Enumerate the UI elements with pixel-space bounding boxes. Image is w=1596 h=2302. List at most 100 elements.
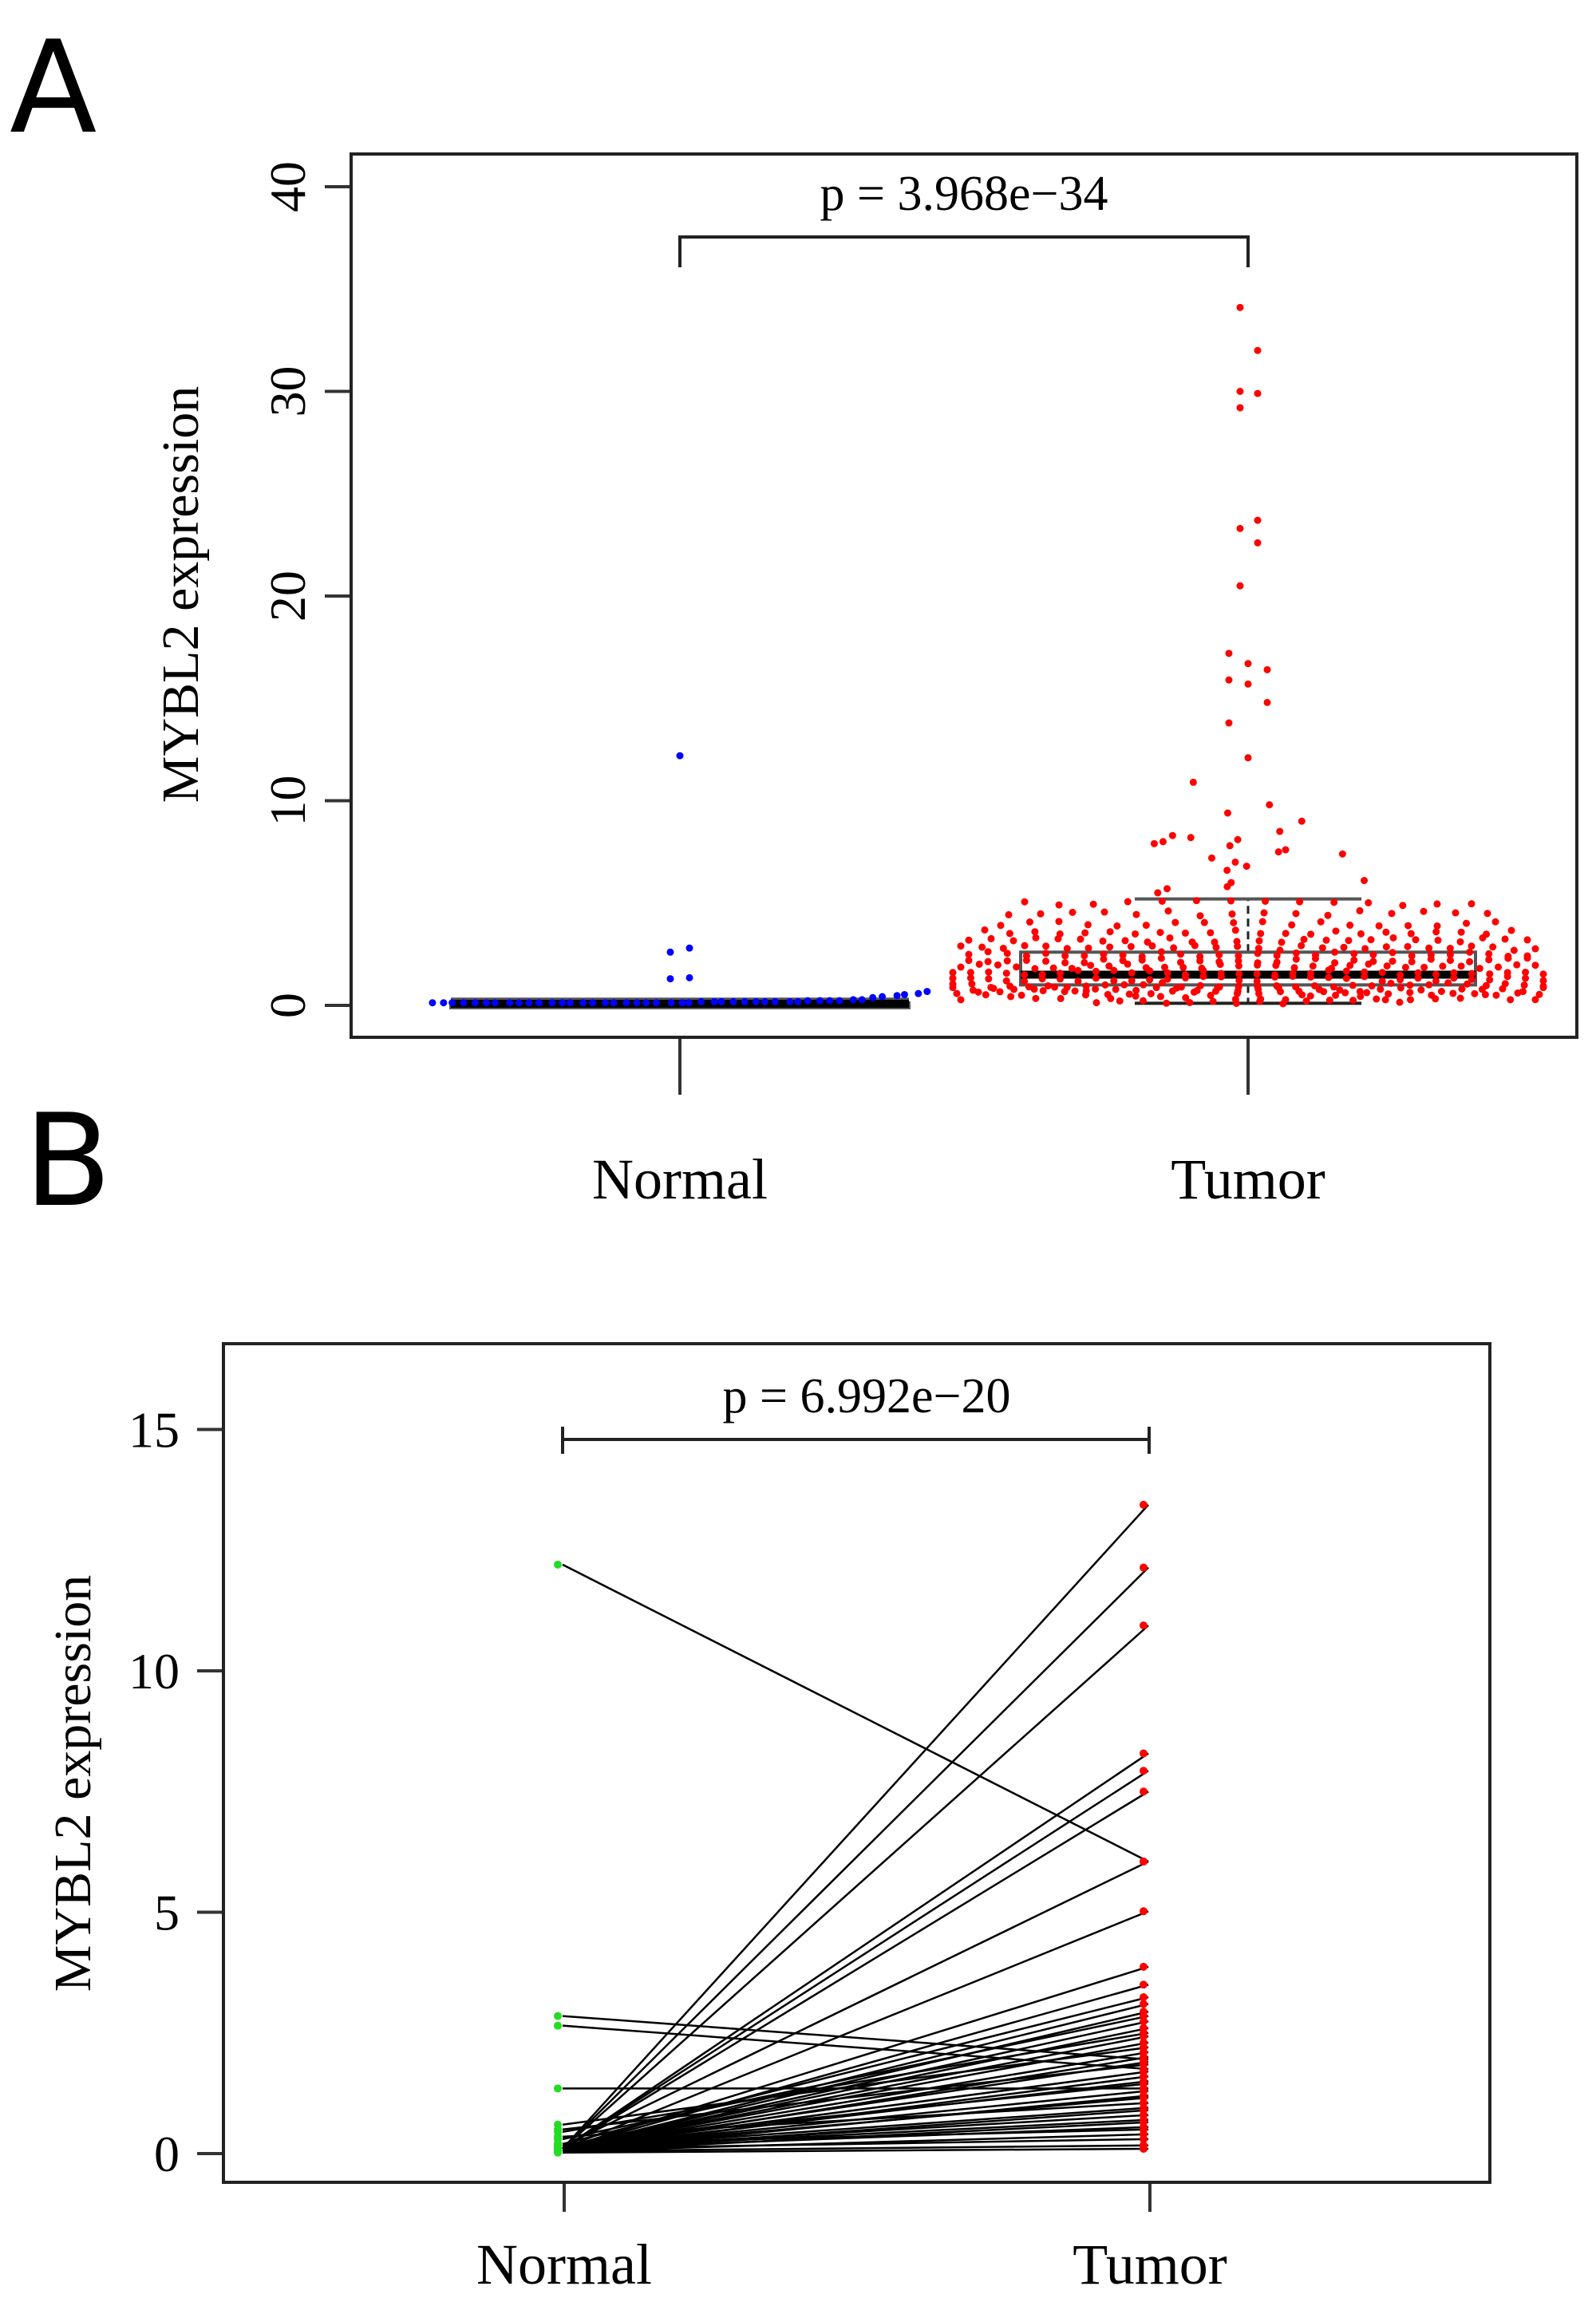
point-tumor [1378, 969, 1386, 977]
point-tumor [997, 922, 1005, 930]
point-tumor [1257, 930, 1265, 938]
point-tumor [1128, 977, 1136, 985]
point-tumor [1476, 965, 1483, 973]
point-normal [786, 997, 794, 1005]
point-tumor [1341, 989, 1349, 997]
y-tick-label-b: 15 [128, 1402, 180, 1459]
point-tumor [1464, 980, 1472, 988]
point-normal [678, 999, 686, 1007]
y-tick-label-a: 40 [259, 161, 316, 212]
panel-b: B MYBL2 expression 0 5 10 15 Normal Tumor p … [24, 1086, 1491, 2296]
point-tumor [1055, 901, 1063, 909]
point-normal [915, 989, 922, 997]
point-tumor [1486, 976, 1494, 984]
point-tumor [1127, 942, 1135, 950]
point-tumor [1514, 989, 1522, 997]
point-tumor [1132, 930, 1140, 938]
point-tumor [1329, 983, 1337, 991]
point-tumor [1407, 930, 1415, 938]
point-tumor [953, 989, 961, 997]
point-tumor [1148, 942, 1156, 950]
point-tumor [1420, 907, 1428, 915]
point-tumor-outlier [1244, 660, 1252, 668]
point-tumor-outlier [1226, 842, 1234, 850]
point-tumor [985, 968, 993, 976]
point-tumor-outlier [1361, 877, 1369, 885]
point-tumor [1298, 942, 1306, 950]
point-tumor [1077, 935, 1084, 943]
point-tumor [1235, 970, 1243, 978]
point-tumor [1365, 960, 1373, 968]
pair-line [562, 2083, 1149, 2146]
pair-line [562, 2118, 1149, 2150]
point-tumor [1408, 958, 1416, 965]
point-tumor [1030, 985, 1038, 993]
point-tumor-outlier [1244, 754, 1252, 762]
point-tumor [1522, 969, 1530, 977]
point-tumor [1404, 922, 1412, 930]
point-tumor [1042, 950, 1050, 958]
point-tumor-b [1140, 1767, 1148, 1775]
point-tumor [1495, 963, 1503, 971]
point-tumor [1466, 948, 1474, 956]
pair-line [562, 2080, 1149, 2150]
point-tumor-b [1140, 1500, 1148, 1509]
point-tumor [1444, 979, 1452, 987]
point-tumor [1504, 954, 1512, 962]
point-tumor-b [1140, 1857, 1148, 1866]
point-normal [448, 999, 456, 1007]
point-tumor [1113, 922, 1121, 930]
point-tumor [1346, 961, 1354, 969]
point-tumor [1501, 935, 1509, 943]
point-tumor [1146, 967, 1154, 975]
point-tumor-b [1140, 1563, 1148, 1572]
point-tumor [1499, 985, 1507, 993]
point-tumor [1468, 900, 1476, 908]
point-tumor [1387, 979, 1395, 987]
point-tumor [1414, 974, 1422, 982]
point-tumor [1278, 938, 1286, 946]
point-normal-outlier [685, 944, 693, 952]
point-normal-b [554, 2148, 562, 2157]
point-tumor [957, 996, 965, 1004]
point-tumor [1457, 962, 1465, 970]
point-tumor [1105, 962, 1113, 970]
point-tumor [999, 944, 1007, 952]
point-tumor [1087, 961, 1095, 969]
point-tumor [1051, 983, 1059, 991]
point-tumor-outlier [1168, 831, 1176, 839]
pair-line [562, 2133, 1149, 2153]
pair-line [562, 1504, 1149, 2150]
point-tumor [1160, 963, 1168, 971]
point-tumor [1171, 918, 1179, 926]
point-tumor [1168, 987, 1176, 995]
points-b [554, 1500, 1148, 2157]
point-tumor [1363, 989, 1371, 997]
point-tumor [1485, 950, 1493, 958]
pair-line [562, 2063, 1149, 2130]
point-tumor [1377, 985, 1385, 993]
point-tumor [1228, 910, 1236, 918]
point-tumor [1106, 928, 1114, 936]
point-tumor [1191, 942, 1199, 950]
point-tumor [1057, 975, 1065, 983]
point-tumor [1216, 961, 1224, 969]
point-normal [836, 997, 843, 1005]
point-tumor [1140, 981, 1148, 989]
point-normal-b [554, 2125, 562, 2134]
point-tumor-b [1140, 2079, 1148, 2088]
pair-line [562, 1860, 1149, 2148]
point-normal [491, 999, 499, 1007]
y-tick-label-a: 10 [259, 776, 316, 827]
point-tumor [1486, 970, 1494, 978]
point-tumor [1396, 998, 1404, 1006]
point-tumor [1199, 966, 1207, 974]
point-tumor [965, 950, 973, 958]
point-normal [771, 997, 779, 1005]
point-tumor [1433, 900, 1441, 908]
point-tumor [1256, 997, 1264, 1005]
point-tumor [1080, 952, 1088, 960]
point-tumor [1207, 992, 1215, 1000]
point-tumor-outlier [1254, 539, 1262, 547]
